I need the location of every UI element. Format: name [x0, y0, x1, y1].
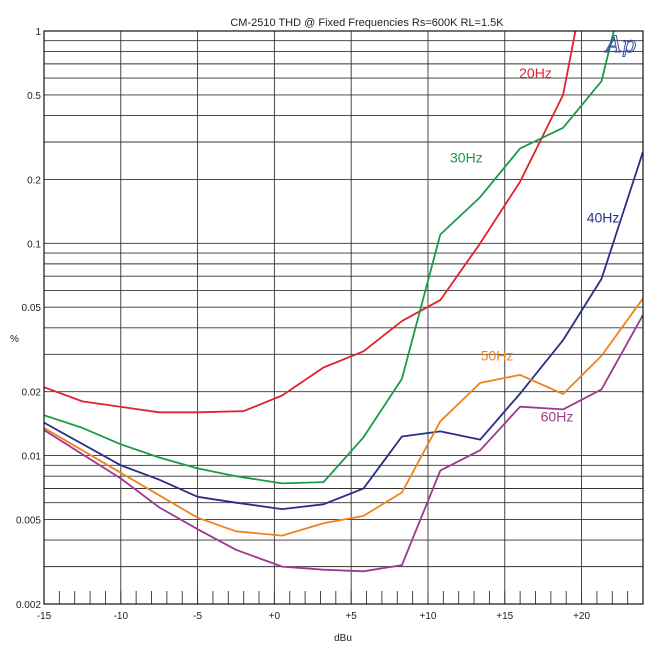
series-line-40Hz: [44, 151, 643, 511]
y-tick-label: 0.5: [27, 91, 41, 102]
series-line-60Hz: [44, 314, 643, 573]
x-tick-label: +10: [419, 611, 436, 622]
y-axis-label: %: [10, 334, 19, 345]
chart-title: CM-2510 THD @ Fixed Frequencies Rs=600K …: [230, 17, 504, 29]
y-tick-label: 0.002: [16, 600, 41, 611]
y-tick-label: 0.1: [27, 239, 41, 250]
series-line-20Hz: [44, 31, 577, 414]
x-tick-label: -5: [193, 611, 202, 622]
series-label-50Hz: 50Hz: [481, 348, 514, 364]
x-tick-label: +5: [345, 611, 357, 622]
y-tick-label: 1: [35, 27, 41, 38]
series-line-30Hz: [44, 31, 615, 485]
series-label-40Hz: 40Hz: [587, 210, 620, 226]
series-label-60Hz: 60Hz: [541, 408, 574, 424]
y-tick-label: 0.005: [16, 516, 41, 527]
x-tick-label: +20: [573, 611, 590, 622]
series-label-30Hz: 30Hz: [450, 150, 483, 166]
y-tick-label: 0.01: [22, 452, 42, 463]
y-tick-label: 0.2: [27, 175, 41, 186]
x-tick-label: -10: [114, 611, 129, 622]
x-tick-label: +0: [269, 611, 281, 622]
series-layer: [44, 31, 643, 573]
plot-background: [44, 31, 643, 604]
y-tick-label: 0.05: [22, 303, 42, 314]
series-line-50Hz: [44, 297, 643, 537]
plot-frame: [43, 30, 644, 605]
series-label-layer: 20Hz 30Hz 40Hz 50Hz 60Hz: [450, 65, 619, 424]
x-axis-label: dBu: [334, 633, 352, 644]
y-tick-label: 0.02: [22, 388, 42, 399]
x-tick-label: +15: [496, 611, 513, 622]
tick-label-layer: -15 -10 -5 +0 +5 +10 +15 +20 0.002 0.005 0.01 0.02 0…: [16, 27, 591, 622]
ap-logo: Ap: [604, 33, 636, 58]
x-tick-label: -15: [37, 611, 52, 622]
series-label-20Hz: 20Hz: [519, 65, 552, 81]
